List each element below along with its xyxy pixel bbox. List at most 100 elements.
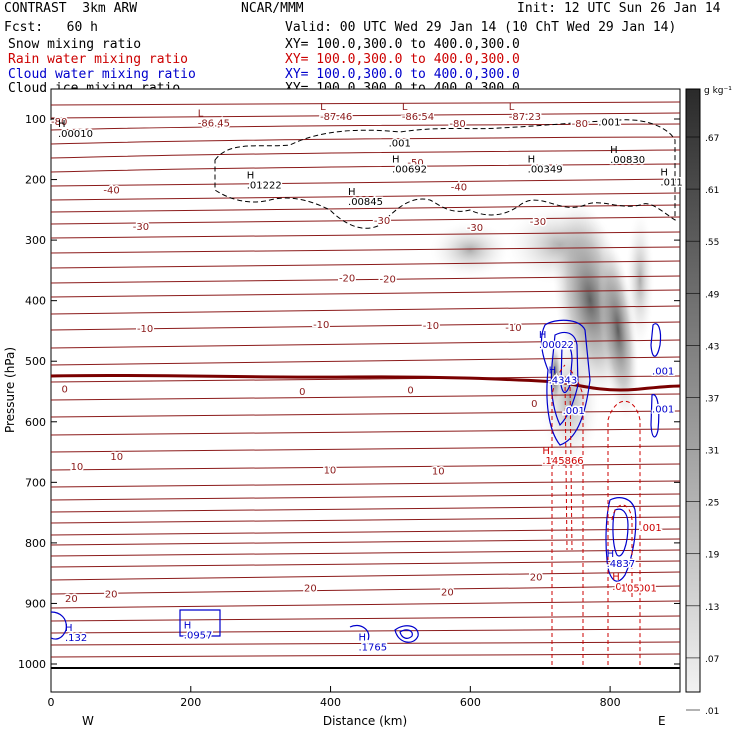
colorbar-tick-label: .67 (705, 134, 719, 144)
y-tick-label: 700 (25, 476, 46, 489)
isotherm-label: 10 (110, 452, 123, 463)
x-axis: 0 200 400 600 800 (48, 686, 621, 709)
cloud-water-label: .0957 (184, 631, 213, 642)
y-tick-label: 600 (25, 416, 46, 429)
cloud-water-label: .001 (563, 406, 585, 417)
isotherm-label: 0 (407, 385, 413, 396)
isotherm-label: 20 (304, 583, 317, 594)
cloud-ice-label: .00010 (58, 129, 93, 140)
temp-min-label-mark: L (509, 102, 515, 113)
isotherm-label: -30 (530, 217, 546, 228)
colorbar-tick-label: .13 (705, 603, 719, 613)
y-tick-label: 400 (25, 295, 46, 308)
cloud-ice-label: .011 (660, 178, 682, 189)
colorbar-tick-label: .43 (705, 342, 719, 352)
model-title: CONTRAST 3km ARW (4, 1, 138, 16)
cloud-ice-label: .00349 (528, 164, 563, 175)
cloud-ice-label: .001 (598, 118, 620, 129)
x-axis-east-label: E (658, 714, 666, 728)
temp-min-label: -86.45 (198, 118, 230, 129)
isotherm-label: -30 (374, 216, 390, 227)
isotherm-label: -30 (133, 222, 149, 233)
cloud-ice-label: .01222 (247, 181, 282, 192)
isotherm-label: 0 (531, 399, 537, 410)
cloud-water-label: .4837 (607, 559, 636, 570)
colorbar-tick-label: .25 (705, 499, 719, 509)
x-tick-label: 400 (320, 696, 341, 709)
x-axis-west-label: W (82, 714, 94, 728)
zero-isotherm (50, 373, 681, 392)
isotherm-label: -50 (407, 158, 423, 169)
y-tick-label: 300 (25, 234, 46, 247)
temp-min-label-mark: L (320, 102, 326, 113)
temp-min-label-mark: L (198, 108, 204, 119)
cloud-ice-label-mark: H (660, 168, 668, 179)
cloud-water-label-mark: H (539, 330, 547, 341)
isotherm-label: 0 (61, 385, 67, 396)
rain-water-label-mark: H (612, 572, 620, 583)
cloud-ice-label: .00830 (610, 155, 645, 166)
org-label: NCAR/MMM (241, 1, 304, 16)
cloud-water-contours (50, 319, 662, 643)
cloud-ice-label-mark: H (58, 119, 66, 130)
temp-min-label: -86.54 (402, 112, 434, 123)
rain-water-label: .02 (612, 582, 628, 593)
rain-water-label: .001 (635, 583, 657, 594)
isotherm-label: 10 (432, 466, 445, 477)
isotherm-label: -20 (339, 273, 355, 284)
cloud-water-label: .00022 (539, 340, 574, 351)
field-xy-cloud-water: XY= 100.0,300.0 to 400.0,300.0 (285, 67, 520, 82)
cloud-water-label-mark: H (359, 633, 367, 644)
colorbar-tick-label: .55 (705, 238, 719, 248)
snow-shading (430, 200, 654, 470)
isotherm-label: -10 (505, 323, 521, 334)
isotherm-label: 20 (105, 589, 118, 600)
rain-water-label: .145866 (542, 456, 583, 467)
isotherm-label: -80 (449, 119, 465, 130)
cloud-water-label: .1765 (359, 643, 388, 654)
field-label-cloud-water: Cloud water mixing ratio (8, 67, 196, 82)
cloud-ice-label-mark: H (528, 154, 536, 165)
cloud-ice-label-mark: H (348, 187, 356, 198)
x-tick-label: 200 (180, 696, 201, 709)
cloud-ice-label-mark: H (247, 171, 255, 182)
isotherm-label: -80 (572, 119, 588, 130)
isotherm-label: -80 (51, 117, 67, 128)
temp-min-label-mark: L (402, 102, 408, 113)
rain-water-label: 105 (621, 583, 640, 594)
contour-labels: -80 -80 -80 -50 -40 -40 -30 -30 -30 -30 -20 -20 -10 -… (50, 102, 685, 655)
field-xy-snow: XY= 100.0,300.0 to 400.0,300.0 (285, 37, 520, 52)
forecast-hour: Fcst: 60 h (4, 20, 98, 35)
y-tick-label: 500 (25, 355, 46, 368)
isotherm-label: 0 (299, 387, 305, 398)
isotherm-label: -10 (313, 320, 329, 331)
y-tick-label: 200 (25, 174, 46, 187)
colorbar-tick-label: .61 (705, 186, 719, 196)
valid-time: Valid: 00 UTC Wed 29 Jan 14 (10 ChT Wed … (285, 20, 677, 35)
y-axis-title: Pressure (hPa) (3, 347, 17, 433)
init-time: Init: 12 UTC Sun 26 Jan 14 (517, 1, 721, 16)
cloud-ice-label-mark: H (392, 154, 400, 165)
isotherm-label: 10 (324, 465, 337, 476)
colorbar-ticks: .67 .61 .55 .49 .43 .37 .31 .25 .19 .13 .07 .01 (686, 134, 720, 717)
x-tick-label: 600 (460, 696, 481, 709)
isotherm-label: 20 (441, 588, 454, 599)
field-xy-rain: XY= 100.0,300.0 to 400.0,300.0 (285, 52, 520, 67)
y-tick-label: 1000 (18, 658, 46, 671)
cloud-water-label: .001 (652, 367, 674, 378)
isotherms (50, 101, 681, 658)
cloud-water-label-mark: H (607, 549, 615, 560)
temp-min-label: -87.23 (509, 112, 541, 123)
rain-water-label: .001 (639, 523, 661, 534)
cloud-water-label-mark: H (184, 621, 192, 632)
x-tick-label: 0 (48, 696, 55, 709)
field-label-snow: Snow mixing ratio (8, 37, 142, 52)
y-tick-label: 800 (25, 537, 46, 550)
colorbar-tick-label: .07 (705, 655, 719, 665)
isotherm-label: 20 (530, 572, 543, 583)
cloud-water-label-mark: H (549, 366, 557, 377)
isotherm-label: -40 (451, 182, 467, 193)
isotherm-label: -10 (423, 321, 439, 332)
colorbar (685, 88, 701, 693)
